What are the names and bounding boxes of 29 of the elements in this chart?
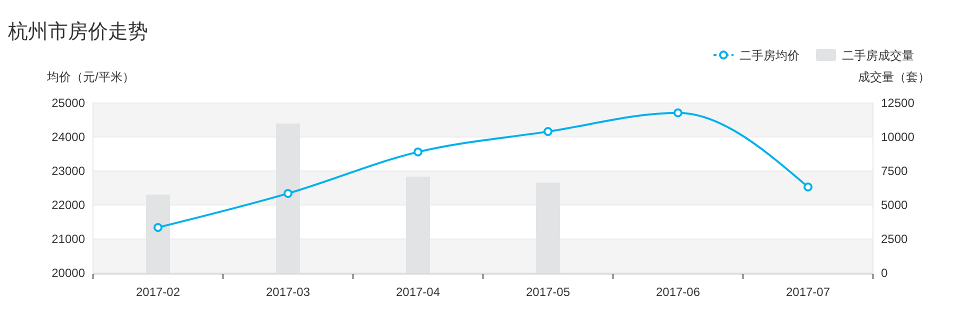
legend-label: 二手房均价	[740, 48, 800, 62]
x-tick-label: 2017-03	[266, 285, 310, 299]
y-tick-label: 20000	[52, 266, 86, 280]
y2-axis-title: 成交量（套）	[858, 70, 930, 84]
legend-label: 二手房成交量	[842, 48, 914, 62]
y2-tick-label: 10000	[881, 130, 915, 144]
x-tick-label: 2017-06	[656, 285, 700, 299]
y-tick-label: 22000	[52, 198, 86, 212]
y-tick-label: 24000	[52, 130, 86, 144]
point	[674, 108, 682, 118]
point	[544, 127, 552, 136]
y2-tick-label: 5000	[881, 198, 908, 212]
y-tick-label: 21000	[52, 232, 86, 246]
y-tick-label: 25000	[52, 96, 86, 110]
y2-tick-label: 12500	[881, 96, 915, 110]
point	[804, 182, 812, 192]
chart-title: 杭州市房价走势	[7, 21, 148, 43]
y-axis-title: 均价（元/平米）	[46, 70, 134, 84]
x-tick-label: 2017-07	[786, 285, 830, 299]
y-tick-label: 23000	[52, 164, 86, 178]
y2-tick-label: 7500	[881, 164, 908, 178]
x-tick-label: 2017-04	[396, 285, 440, 299]
point	[414, 147, 422, 156]
x-tick-label: 2017-05	[526, 285, 570, 299]
y2-tick-label: 2500	[881, 232, 908, 246]
point	[154, 222, 162, 232]
x-tick-label: 2017-02	[136, 285, 180, 299]
y2-tick-label: 0	[881, 266, 888, 280]
point	[284, 188, 292, 198]
